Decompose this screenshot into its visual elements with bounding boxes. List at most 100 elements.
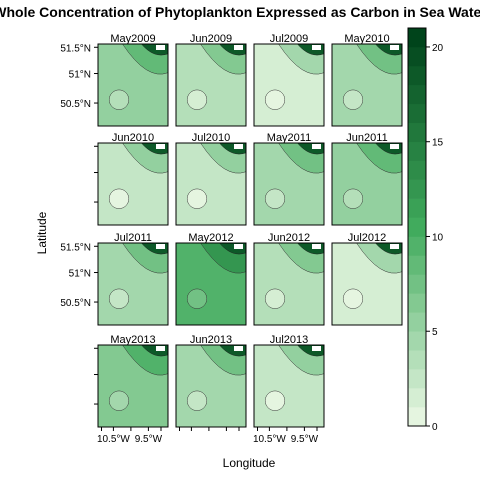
contour-patch xyxy=(264,89,286,110)
contour-patch xyxy=(264,188,286,209)
axes: 50.5°N 51°N 51.5°N 50.5°N 51°N 51.5°N 10.5°W 9.… xyxy=(60,43,318,445)
y-tick-label: 50.5°N xyxy=(60,298,91,309)
panel-frame xyxy=(97,43,169,127)
colorbar-segment xyxy=(408,350,426,370)
panel-label: May2011 xyxy=(267,132,311,144)
colorbar-segment xyxy=(408,65,426,86)
contour-patch xyxy=(342,288,364,309)
x-tick-label: 9.5°W xyxy=(291,434,319,445)
colorbar-segment xyxy=(408,331,426,351)
panel-Jun2012: Jun2012 xyxy=(253,232,325,326)
panel-frame xyxy=(97,242,169,326)
land-mask xyxy=(390,244,399,249)
contour-patch xyxy=(108,288,130,309)
colorbar-segment xyxy=(408,198,426,218)
panel-Jul2011: Jul2011 xyxy=(97,232,169,326)
panel-label: Jun2013 xyxy=(190,334,232,346)
colorbar-tick-label: 0 xyxy=(432,422,438,433)
colorbar-segment xyxy=(408,369,426,389)
panel-frame xyxy=(253,43,325,127)
colorbar-segment xyxy=(408,84,426,105)
panel-frame xyxy=(331,142,403,226)
colorbar-segment xyxy=(408,312,426,332)
colorbar-segment xyxy=(408,255,426,275)
land-mask xyxy=(156,244,165,249)
colorbar-tick-label: 15 xyxy=(432,138,444,149)
panel-grid: May2009 Jun2009 Jul2009 May2010 Jun2010 Jul20… xyxy=(97,33,403,428)
x-tick-label: 10.5°W xyxy=(253,434,286,445)
colorbar-segment xyxy=(408,28,426,48)
colorbar-tick-label: 5 xyxy=(432,327,438,338)
y-tick-label: 51°N xyxy=(69,70,91,81)
contour-patch xyxy=(186,288,208,309)
panel-frame xyxy=(253,344,325,428)
land-mask xyxy=(390,144,399,149)
x-axis-label: Longitude xyxy=(223,456,276,470)
colorbar-segment xyxy=(408,293,426,313)
colorbar-segment xyxy=(408,274,426,294)
contour-patch xyxy=(186,89,208,110)
y-tick-label: 51.5°N xyxy=(60,43,91,54)
panel-label: May2009 xyxy=(110,33,155,45)
colorbar-tick-label: 20 xyxy=(432,43,444,54)
colorbar-segment xyxy=(408,103,426,124)
panel-frame xyxy=(331,242,403,326)
panel-label: May2013 xyxy=(110,334,155,346)
panel-label: May2012 xyxy=(188,232,233,244)
panel-label: May2010 xyxy=(344,33,389,45)
panel-label: Jul2010 xyxy=(192,132,231,144)
contour-patch xyxy=(264,390,286,411)
panel-label: Jun2012 xyxy=(268,232,310,244)
panel-label: Jun2011 xyxy=(346,132,387,144)
contour-patch xyxy=(108,188,130,209)
panel-Jun2009: Jun2009 xyxy=(175,33,247,127)
x-tick-label: 10.5°W xyxy=(97,434,130,445)
contour-patch xyxy=(108,89,130,110)
panel-Jun2010: Jun2010 xyxy=(97,132,169,226)
panel-label: Jul2013 xyxy=(270,334,309,346)
panel-frame xyxy=(331,43,403,127)
land-mask xyxy=(312,144,321,149)
y-tick-label: 51°N xyxy=(69,269,91,280)
panel-May2010: May2010 xyxy=(331,33,403,127)
panel-label: Jul2012 xyxy=(348,232,387,244)
chart-title: Whole Concentration of Phytoplankton Exp… xyxy=(0,4,480,20)
colorbar-segment xyxy=(408,122,426,143)
panel-frame xyxy=(175,242,247,326)
panel-frame xyxy=(253,242,325,326)
colorbar-segment xyxy=(408,46,426,67)
panel-Jul2012: Jul2012 xyxy=(331,232,403,326)
land-mask xyxy=(390,45,399,50)
panel-label: Jun2009 xyxy=(190,33,232,45)
land-mask xyxy=(234,144,243,149)
panel-frame xyxy=(253,142,325,226)
colorbar: 0 5 10 15 20 xyxy=(407,27,444,433)
panel-Jul2010: Jul2010 xyxy=(175,132,247,226)
panel-May2011: May2011 xyxy=(253,132,325,226)
colorbar-segment xyxy=(408,160,426,180)
panel-May2013: May2013 xyxy=(97,334,169,428)
contour-patch xyxy=(186,390,208,411)
land-mask xyxy=(312,45,321,50)
land-mask xyxy=(234,346,243,351)
panel-May2012: May2012 xyxy=(175,232,247,326)
contour-patch xyxy=(108,390,130,411)
colorbar-segment xyxy=(408,236,426,256)
colorbar-tick-label: 10 xyxy=(432,232,444,243)
panel-frame xyxy=(175,43,247,127)
colorbar-segment xyxy=(408,407,426,427)
contour-patch xyxy=(186,188,208,209)
x-tick-label: 9.5°W xyxy=(135,434,163,445)
panel-frame xyxy=(97,344,169,428)
contour-patch xyxy=(264,288,286,309)
panel-Jun2011: Jun2011 xyxy=(331,132,403,226)
panel-frame xyxy=(97,142,169,226)
panel-label: Jul2011 xyxy=(114,232,152,244)
y-tick-label: 50.5°N xyxy=(60,99,91,110)
land-mask xyxy=(156,45,165,50)
land-mask xyxy=(156,346,165,351)
y-tick-label: 51.5°N xyxy=(60,242,91,253)
contour-patch xyxy=(342,89,364,110)
land-mask xyxy=(234,244,243,249)
